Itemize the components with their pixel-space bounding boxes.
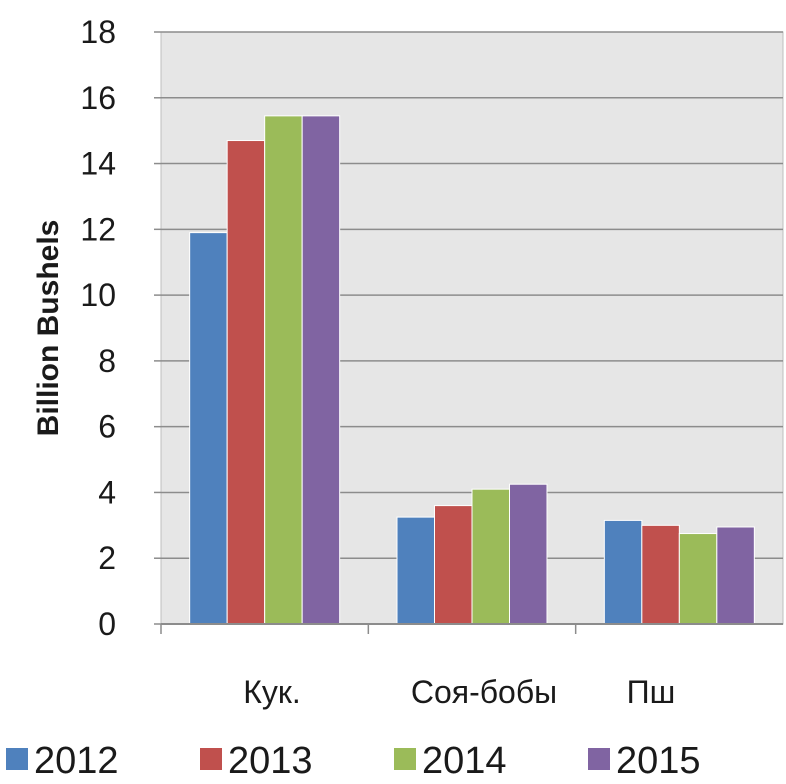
y-tick-label: 4 <box>98 474 116 510</box>
legend-label: 2014 <box>422 740 507 782</box>
y-tick-label: 0 <box>98 606 116 642</box>
x-category-label: Кук. <box>243 674 301 710</box>
bar <box>301 115 341 625</box>
x-axis-category-labels: Кук. Соя-бобы Пш <box>243 674 675 710</box>
legend-label: 2015 <box>616 740 701 782</box>
legend-swatch <box>6 748 28 770</box>
x-category-label: Пш <box>627 674 676 710</box>
y-tick-label: 16 <box>80 80 116 116</box>
legend-swatch <box>588 748 610 770</box>
legend: 2012 2013 2014 2015 <box>6 740 701 782</box>
bar <box>226 140 266 625</box>
legend-label: 2013 <box>228 740 313 782</box>
legend-swatch <box>200 748 222 770</box>
bar <box>603 519 643 625</box>
legend-swatch <box>394 748 416 770</box>
bar <box>678 533 718 625</box>
y-tick-label: 14 <box>80 146 116 182</box>
bar <box>509 483 548 625</box>
y-tick-label: 8 <box>98 343 116 379</box>
y-tick-label: 2 <box>98 540 116 576</box>
legend-label: 2012 <box>34 740 119 782</box>
bar <box>641 524 680 625</box>
y-axis-label: Billion Bushels <box>32 220 65 437</box>
y-tick-label: 10 <box>80 277 116 313</box>
bar <box>396 516 435 625</box>
y-tick-label: 6 <box>98 409 116 445</box>
bar <box>471 488 510 625</box>
bar <box>434 505 473 625</box>
bar <box>264 115 303 625</box>
y-tick-label: 18 <box>80 14 116 50</box>
bars <box>189 115 755 625</box>
bar <box>716 526 755 625</box>
y-axis-tick-labels: 0 2 4 6 8 10 12 14 16 18 <box>80 14 116 642</box>
x-category-label: Соя-бобы <box>411 674 557 710</box>
bar <box>189 232 228 625</box>
x-axis-ticks <box>160 624 577 634</box>
y-tick-label: 12 <box>80 211 116 247</box>
